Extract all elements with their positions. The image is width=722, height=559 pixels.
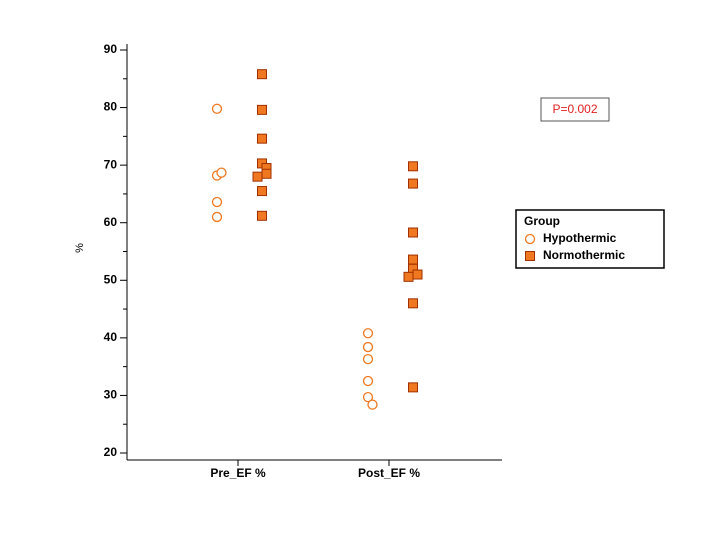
- data-point: [362, 375, 374, 387]
- data-point: [408, 382, 418, 393]
- annotation-box: [540, 97, 610, 122]
- data-point: [257, 186, 267, 197]
- legend-box: [515, 209, 665, 269]
- data-point: [362, 328, 374, 339]
- data-point: [408, 161, 418, 172]
- data-point: [408, 254, 418, 265]
- y-tick-label: 30: [104, 388, 118, 402]
- data-point: [362, 354, 374, 365]
- data-point: [403, 271, 414, 282]
- legend-title: Group: [524, 214, 560, 228]
- y-axis-label: %: [74, 243, 86, 253]
- data-point: [211, 103, 223, 114]
- legend-label: Normothermic: [543, 248, 625, 262]
- y-tick-label: 20: [104, 445, 118, 459]
- data-point: [362, 392, 374, 403]
- y-tick-label: 70: [104, 157, 118, 171]
- legend-marker: [524, 233, 536, 245]
- y-tick-label: 40: [104, 330, 118, 344]
- y-tick-label: 50: [104, 272, 118, 286]
- data-point: [211, 211, 223, 223]
- y-tick-label: 60: [104, 215, 118, 229]
- data-point: [216, 167, 227, 178]
- data-point: [257, 69, 267, 80]
- data-point: [408, 298, 418, 309]
- data-point: [257, 133, 267, 144]
- data-point: [211, 196, 223, 208]
- data-point: [408, 227, 418, 238]
- data-point: [408, 178, 418, 189]
- x-tick-label: Post_EF %: [358, 466, 420, 480]
- x-tick-label: Pre_EF %: [210, 466, 266, 480]
- data-point: [367, 399, 378, 410]
- data-point: [257, 210, 267, 221]
- y-tick-label: 90: [104, 42, 118, 56]
- legend-label: Hypothermic: [543, 231, 617, 245]
- data-point: [252, 171, 263, 182]
- legend-marker: [525, 251, 535, 261]
- data-point: [412, 269, 423, 280]
- data-point: [257, 104, 267, 115]
- annotation: P=0.002: [552, 102, 597, 116]
- data-point: [261, 168, 272, 179]
- data-point: [362, 341, 374, 353]
- y-tick-label: 80: [104, 100, 118, 114]
